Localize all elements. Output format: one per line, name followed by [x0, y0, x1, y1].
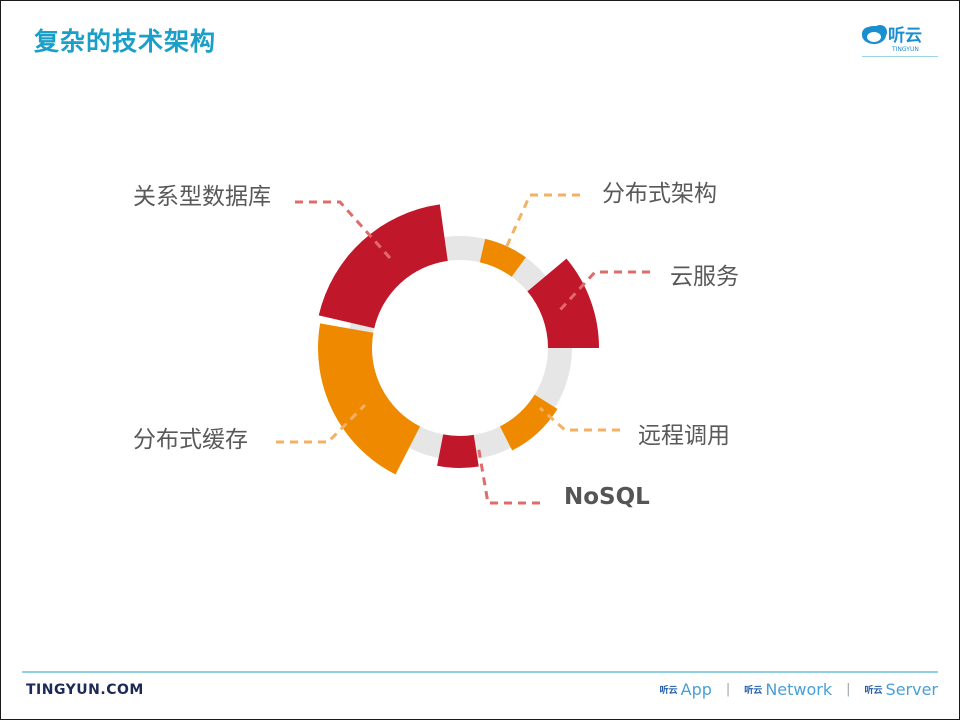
footer-separator: |	[846, 682, 851, 697]
product-network[interactable]: 听云 Network	[744, 680, 832, 699]
label-distributed-arch: 分布式架构	[602, 181, 717, 207]
page-title: 复杂的技术架构	[34, 27, 217, 56]
label-cloud-service: 云服务	[670, 264, 739, 290]
label-nosql: NoSQL	[564, 484, 650, 510]
label-rpc: 远程调用	[638, 423, 730, 449]
logo-text: 听云	[888, 25, 922, 46]
segment-rpc	[499, 394, 558, 451]
segment-cloud-service	[527, 258, 599, 348]
leader-distributed-cache	[276, 403, 367, 444]
logo-subtext: TINGYUN	[891, 46, 919, 53]
footer-products: 听云 App | 听云 Network | 听云 Server	[660, 680, 938, 699]
header-rule	[862, 56, 938, 57]
tingyun-mini-icon: 听云	[864, 686, 883, 696]
leader-distributed-arch	[503, 193, 580, 251]
product-server[interactable]: 听云 Server	[865, 680, 938, 699]
cloud-icon	[862, 25, 887, 44]
footer-separator: |	[725, 682, 731, 697]
product-network-name: Network	[765, 680, 833, 699]
segment-relational-db	[318, 204, 448, 329]
leader-cloud-service	[558, 270, 650, 312]
leader-relational-db	[295, 200, 392, 259]
label-relational-db: 关系型数据库	[133, 184, 271, 210]
segment-nosql	[437, 434, 479, 468]
leader-nosql	[476, 444, 540, 505]
footer-site[interactable]: TINGYUN.COM	[26, 682, 144, 698]
tingyun-mini-icon: 听云	[659, 686, 678, 696]
segment-distributed-arch	[479, 238, 526, 277]
label-distributed-cache: 分布式缓存	[133, 427, 248, 453]
tingyun-logo: 听云 TINGYUN	[862, 25, 922, 53]
leader-rpc	[539, 406, 620, 432]
product-app-name: App	[680, 680, 712, 699]
tingyun-mini-icon: 听云	[744, 686, 763, 696]
product-app[interactable]: 听云 App	[660, 680, 712, 699]
product-server-name: Server	[885, 680, 938, 699]
segment-distributed-cache	[318, 323, 421, 475]
footer-rule	[22, 671, 938, 673]
